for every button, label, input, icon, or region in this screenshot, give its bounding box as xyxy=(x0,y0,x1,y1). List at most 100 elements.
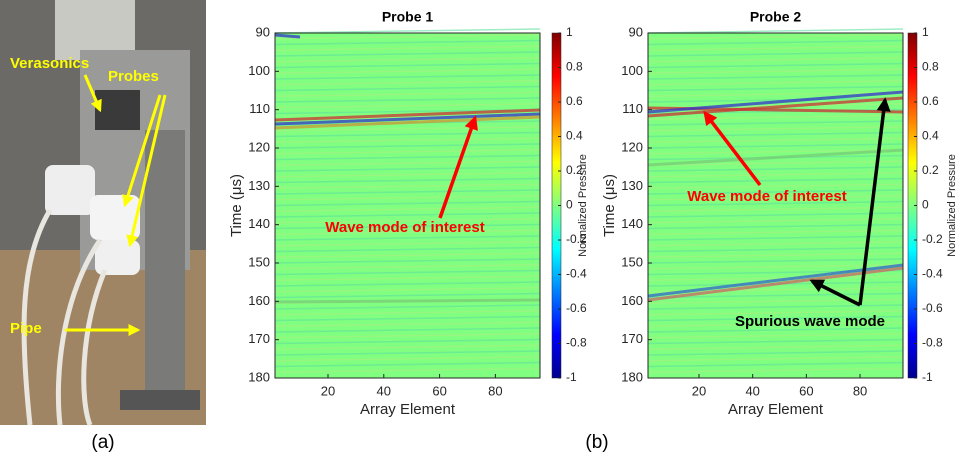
texture xyxy=(274,212,541,218)
y-tick-label: 150 xyxy=(621,254,643,269)
texture xyxy=(647,321,904,327)
annotation: Spurious wave mode xyxy=(735,313,885,330)
texture xyxy=(647,235,904,241)
texture xyxy=(274,235,541,241)
wave-band xyxy=(274,298,541,304)
texture xyxy=(647,367,904,373)
y-tick-label: 120 xyxy=(621,139,643,154)
texture xyxy=(647,177,904,184)
wave-band xyxy=(274,112,541,126)
texture xyxy=(274,223,541,230)
colorbar-tick-label: 1 xyxy=(922,25,929,39)
texture xyxy=(274,304,541,310)
texture xyxy=(274,154,541,161)
texture xyxy=(274,321,541,327)
y-tick-label: 150 xyxy=(248,254,270,269)
texture xyxy=(647,218,904,224)
colorbar-tick-label: 0 xyxy=(922,198,929,212)
colorbar-tick-label: -0.6 xyxy=(566,301,587,315)
texture xyxy=(274,160,541,166)
texture xyxy=(274,281,541,287)
wave-band xyxy=(647,90,904,114)
panel-label: (a) xyxy=(91,432,114,453)
x-tick-label: 40 xyxy=(377,383,391,398)
texture xyxy=(647,74,904,80)
texture xyxy=(647,57,904,63)
y-tick-label: 120 xyxy=(248,139,270,154)
texture xyxy=(647,304,904,310)
texture xyxy=(274,62,541,69)
texture xyxy=(274,200,541,207)
texture xyxy=(647,143,904,149)
texture xyxy=(274,39,541,46)
texture xyxy=(647,264,904,270)
texture xyxy=(274,34,541,40)
colorbar-tick-label: 0.4 xyxy=(922,129,939,143)
texture xyxy=(647,223,904,230)
texture xyxy=(647,51,904,57)
x-tick-label: 80 xyxy=(853,383,867,398)
texture xyxy=(274,218,541,224)
texture xyxy=(647,241,904,247)
texture xyxy=(647,160,904,166)
texture xyxy=(274,246,541,253)
x-tick-label: 60 xyxy=(799,383,813,398)
colorbar-tick-label: -0.2 xyxy=(922,232,943,246)
texture xyxy=(274,287,541,293)
texture xyxy=(274,333,541,339)
wave-band xyxy=(274,108,541,122)
y-tick-label: 140 xyxy=(248,216,270,231)
texture xyxy=(274,177,541,184)
texture xyxy=(274,74,541,80)
texture xyxy=(274,241,541,247)
plot-frame xyxy=(274,32,541,379)
texture xyxy=(274,344,541,350)
texture xyxy=(647,361,904,368)
x-tick-label: 40 xyxy=(745,383,759,398)
colorbar-tick-label: -0.2 xyxy=(566,232,587,246)
colorbar-tick-label: -0.4 xyxy=(566,267,587,281)
y-tick-label: 100 xyxy=(621,63,643,78)
texture xyxy=(647,28,904,34)
texture xyxy=(274,149,541,155)
texture xyxy=(274,258,541,264)
texture xyxy=(274,195,541,201)
photo-label: Probes xyxy=(108,68,159,85)
texture xyxy=(647,166,904,172)
colorbar-label: Normalized Pressure xyxy=(577,154,589,257)
colorbar-tick-label: -0.8 xyxy=(922,336,943,350)
texture xyxy=(274,57,541,63)
texture xyxy=(647,97,904,103)
texture xyxy=(274,68,541,74)
y-tick-label: 170 xyxy=(621,331,643,346)
colorbar-tick-label: 0.6 xyxy=(566,94,583,108)
texture xyxy=(647,327,904,333)
y-tick-label: 160 xyxy=(248,293,270,308)
colorbar-label: Normalized Pressure xyxy=(946,154,958,257)
texture xyxy=(647,131,904,138)
texture xyxy=(274,252,541,258)
y-tick-label: 180 xyxy=(248,369,270,384)
colorbar-tick-label: 0.2 xyxy=(922,163,939,177)
x-tick-label: 20 xyxy=(692,383,706,398)
colorbar-tick-label: 0.8 xyxy=(566,60,583,74)
texture xyxy=(647,62,904,69)
x-tick-label: 80 xyxy=(488,383,502,398)
annotation-arrow xyxy=(703,110,762,187)
colorbar-tick-label: 0 xyxy=(566,198,573,212)
wave-band xyxy=(647,148,904,167)
texture xyxy=(647,45,904,51)
texture xyxy=(274,126,541,132)
colorbar-tick-label: -0.6 xyxy=(922,301,943,315)
texture xyxy=(274,85,541,92)
colorbar-tick-label: -1 xyxy=(922,370,933,384)
colorbar-tick-label: 0.4 xyxy=(566,129,583,143)
texture xyxy=(274,229,541,235)
wave-band xyxy=(647,96,904,118)
texture xyxy=(274,275,541,281)
texture xyxy=(647,68,904,74)
colorbar-tick-label: -0.8 xyxy=(566,336,587,350)
photo: Verasonics Probes Pipe xyxy=(0,0,206,426)
texture xyxy=(274,264,541,270)
